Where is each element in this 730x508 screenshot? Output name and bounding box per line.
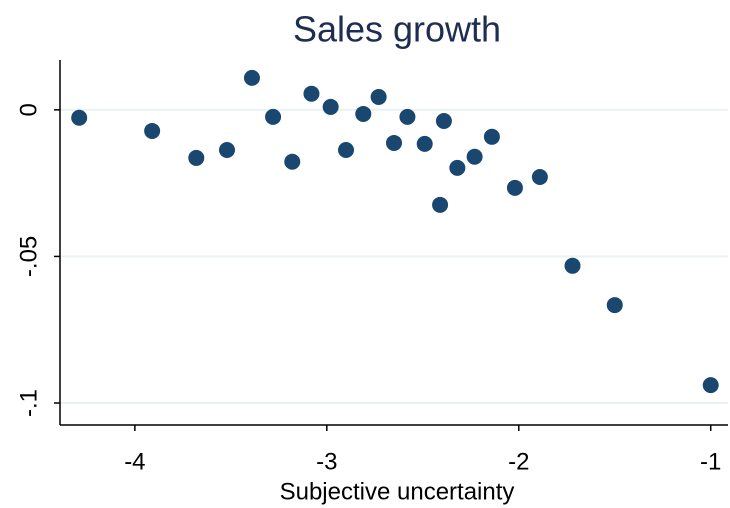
y-tick-label: -.1 [15,389,42,417]
point [355,105,372,122]
point [370,88,387,105]
point [338,142,355,159]
point [303,85,320,102]
x-tick-label: -3 [316,448,337,475]
point [564,257,581,274]
point [386,134,402,151]
point [702,377,719,394]
point [416,135,433,152]
point [265,108,282,125]
x-tick-label: -1 [700,448,721,475]
point [432,196,449,213]
point [322,98,339,115]
x-axis-label: Subjective uncertainty [280,478,515,505]
point [219,142,235,159]
y-tick-label: 0 [15,103,42,116]
point [449,159,466,176]
point [188,149,205,166]
y-tick-label: -.05 [15,236,42,277]
point [243,69,260,86]
x-tick-label: -4 [124,448,145,475]
point [71,109,88,126]
point [506,179,523,196]
chart-title: Sales growth [293,9,501,50]
point [531,168,548,185]
point [284,153,301,170]
point [399,108,416,125]
point [606,297,623,314]
point [466,148,483,165]
point [483,128,500,145]
x-tick-label: -2 [508,448,529,475]
point [144,122,161,139]
point [435,112,452,129]
